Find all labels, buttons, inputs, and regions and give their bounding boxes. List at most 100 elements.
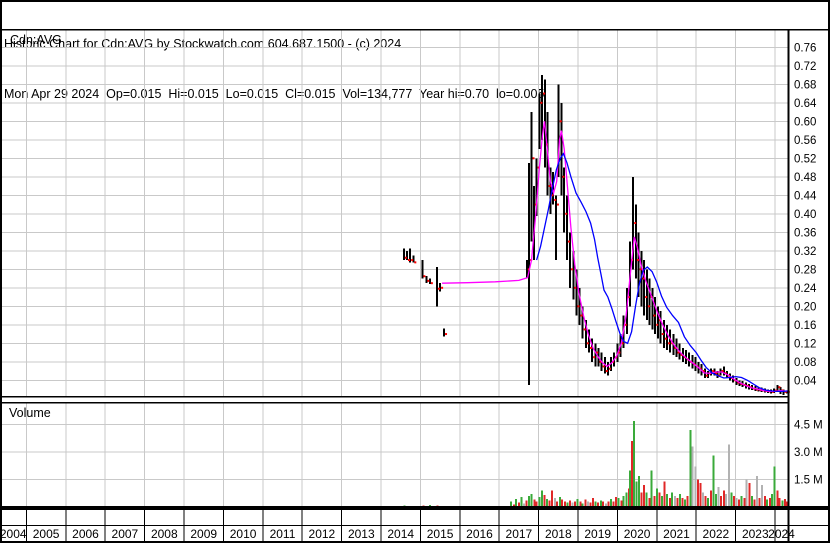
- volume-bar: [686, 496, 689, 507]
- price-tick-label: 0.40: [794, 209, 816, 221]
- volume-bar: [655, 488, 658, 507]
- close-dot: [680, 353, 683, 356]
- volume-bar: [717, 486, 720, 507]
- close-dot: [562, 175, 565, 178]
- volume-bar: [632, 420, 635, 507]
- volume-bar: [638, 475, 641, 507]
- year-label: 2006: [72, 527, 99, 541]
- close-dot: [554, 198, 557, 201]
- year-label: 2022: [703, 527, 730, 541]
- volume-bar: [648, 497, 651, 507]
- volume-bar: [610, 498, 613, 507]
- volume-bar: [612, 501, 615, 507]
- close-dot: [634, 222, 637, 225]
- year-label: 2004: [0, 527, 27, 541]
- volume-bar: [758, 497, 761, 507]
- volume-bar: [689, 430, 692, 507]
- year-label: 2015: [427, 527, 454, 541]
- close-dot: [532, 157, 535, 160]
- price-tick-label: 0.68: [794, 79, 816, 91]
- volume-bar: [784, 498, 787, 507]
- close-dot: [778, 386, 781, 389]
- volume-bar: [740, 496, 743, 507]
- price-tick-label: 0.60: [794, 116, 816, 128]
- volume-bar: [530, 494, 533, 507]
- close-dot: [427, 279, 430, 282]
- header-quote-line: Mon Apr 29 2024 Op=0.015 Hi=0.015 Lo=0.0…: [4, 87, 545, 101]
- volume-bar: [753, 499, 756, 507]
- volume-bar: [512, 504, 515, 507]
- price-tick-label: 0.32: [794, 246, 816, 258]
- year-label: 2017: [506, 527, 533, 541]
- year-label: 2016: [466, 527, 493, 541]
- year-label: 2021: [663, 527, 690, 541]
- volume-bar: [738, 499, 741, 507]
- volume-bar: [584, 499, 587, 507]
- close-dot: [715, 372, 718, 375]
- volume-bar: [520, 496, 523, 507]
- volume-bar: [763, 496, 766, 507]
- close-dot: [543, 92, 546, 95]
- volume-bar: [725, 494, 728, 507]
- close-dot: [658, 319, 661, 322]
- volume-bar: [663, 481, 666, 507]
- close-dot: [565, 212, 568, 215]
- price-tick-label: 0.16: [794, 320, 816, 332]
- close-dot: [639, 268, 642, 271]
- year-label: 2020: [624, 527, 651, 541]
- price-tick-label: 0.48: [794, 172, 816, 184]
- price-tick-label: 0.56: [794, 135, 816, 147]
- volume-bar: [594, 501, 597, 507]
- volume-bar: [569, 500, 572, 507]
- volume-bar: [558, 496, 561, 507]
- close-dot: [705, 374, 708, 377]
- volume-bar: [510, 501, 513, 507]
- volume-bar: [643, 485, 646, 507]
- volume-bar: [720, 496, 723, 507]
- close-dot: [661, 333, 664, 336]
- ma-fast-line: [442, 121, 787, 393]
- close-dot: [423, 275, 426, 278]
- close-dot: [551, 194, 554, 197]
- price-tick-label: 0.20: [794, 301, 816, 313]
- volume-bar: [786, 501, 789, 507]
- year-label: 2019: [584, 527, 611, 541]
- price-tick-label: 0.36: [794, 227, 816, 239]
- volume-bar: [735, 497, 738, 507]
- close-dot: [408, 259, 411, 262]
- year-label: 2012: [309, 527, 336, 541]
- volume-bar: [545, 498, 548, 507]
- price-tick-label: 0.12: [794, 338, 816, 350]
- volume-bar: [589, 502, 592, 507]
- close-dot: [430, 282, 433, 285]
- volume-panel-label: Volume: [9, 406, 51, 420]
- close-dot: [574, 286, 577, 289]
- close-dot: [775, 389, 778, 392]
- volume-bar: [640, 492, 643, 507]
- volume-bar: [709, 490, 712, 507]
- volume-bar: [576, 498, 579, 507]
- volume-bar: [630, 441, 633, 507]
- volume-bar: [604, 503, 607, 507]
- close-dot: [599, 360, 602, 363]
- close-dot: [627, 296, 630, 299]
- volume-bar: [673, 496, 676, 507]
- volume-bar: [748, 483, 751, 507]
- volume-bar: [727, 444, 730, 507]
- close-dot: [671, 342, 674, 345]
- volume-bar: [586, 501, 589, 507]
- volume-bar: [553, 497, 556, 507]
- volume-bar: [776, 490, 779, 507]
- close-dot: [608, 367, 611, 370]
- close-dot: [540, 101, 543, 104]
- close-dot: [636, 259, 639, 262]
- close-dot: [668, 342, 671, 345]
- volume-bar: [650, 470, 653, 507]
- volume-bar: [566, 502, 569, 507]
- volume-bar: [684, 499, 687, 507]
- year-label: 2013: [348, 527, 375, 541]
- close-dot: [618, 351, 621, 354]
- price-tick-label: 0.04: [794, 375, 817, 387]
- year-label: 2005: [33, 527, 60, 541]
- year-label: 2010: [230, 527, 257, 541]
